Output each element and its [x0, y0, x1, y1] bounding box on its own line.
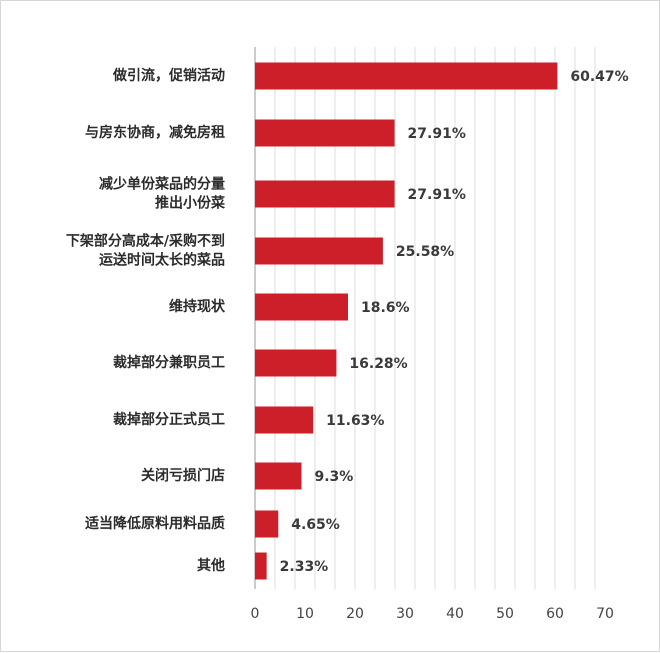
category-label: 维持现状 [169, 298, 226, 315]
category-label: 做引流，促销活动 [112, 67, 225, 84]
bar-group: 其他 2.33% [197, 552, 329, 580]
bar [255, 406, 314, 434]
value-label: 4.65% [291, 517, 340, 533]
category-label: 关闭亏损门店 [141, 467, 225, 484]
value-label: 27.91% [408, 126, 466, 142]
value-label: 9.3% [315, 469, 354, 485]
bar [255, 237, 383, 265]
value-label: 25.58% [396, 244, 454, 260]
bar [255, 349, 337, 377]
category-label: 与房东协商，减免房租 [85, 124, 225, 141]
value-label: 11.63% [326, 413, 384, 429]
bar-group: 维持现状 18.6% [169, 293, 410, 321]
x-tick-label: 10 [296, 606, 314, 622]
bar [255, 510, 279, 538]
value-label: 16.28% [349, 356, 407, 372]
x-tick-label: 40 [446, 606, 464, 622]
bar-group: 裁掉部分兼职员工 16.28% [113, 349, 408, 377]
value-label: 18.6% [361, 300, 410, 316]
value-label: 60.47% [570, 69, 628, 85]
bar-group: 适当降低原料用料品质 4.65% [85, 510, 340, 538]
bar [255, 180, 395, 208]
bar-group: 做引流，促销活动 60.47% [112, 62, 629, 90]
category-label: 运送时间太长的菜品 [99, 252, 225, 269]
value-label: 27.91% [408, 187, 466, 203]
bar-group: 裁掉部分正式员工 11.63% [113, 406, 384, 434]
category-label: 下架部分高成本/采购不到 [66, 233, 225, 250]
x-axis-ticks: 0 10 20 30 40 50 60 70 [251, 606, 614, 622]
bar [255, 293, 348, 321]
bar-group: 与房东协商，减免房租 27.91% [85, 119, 466, 147]
bar [255, 62, 558, 90]
x-tick-label: 20 [346, 606, 364, 622]
x-tick-label: 60 [546, 606, 564, 622]
bar [255, 552, 267, 580]
x-tick-label: 50 [496, 606, 514, 622]
category-label: 裁掉部分兼职员工 [113, 354, 225, 371]
x-tick-label: 0 [251, 606, 260, 622]
category-label: 适当降低原料用料品质 [85, 515, 225, 532]
bar [255, 462, 302, 490]
value-label: 2.33% [280, 559, 329, 575]
category-label: 推出小份菜 [155, 195, 226, 212]
x-tick-label: 70 [596, 606, 614, 622]
category-label: 减少单份菜品的分量 [99, 176, 225, 193]
category-label: 其他 [197, 557, 225, 574]
category-label: 裁掉部分正式员工 [113, 411, 225, 428]
bar [255, 119, 395, 147]
x-tick-label: 30 [396, 606, 414, 622]
bar-group: 关闭亏损门店 9.3% [141, 462, 354, 490]
